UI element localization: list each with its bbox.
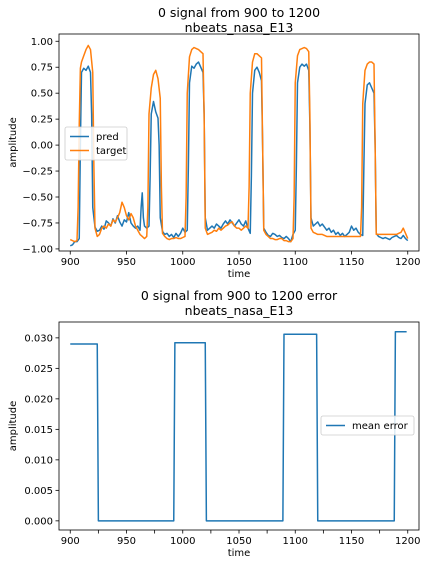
chart-2-y-tick-label: 0.000 (24, 516, 53, 527)
chart-2-x-tick-label: 1050 (226, 536, 251, 547)
chart-1-y-tick-label: 0.50 (31, 89, 53, 100)
chart-2-x-tick-label: 1000 (170, 536, 195, 547)
chart-1-x-tick-label: 1000 (170, 257, 195, 268)
chart-2-y-tick-label: 0.005 (24, 486, 53, 497)
chart-1-series-pred-line (69, 61, 409, 247)
chart-1-x-tick-label: 1150 (339, 257, 364, 268)
chart-1-x-tick-label: 950 (117, 257, 136, 268)
chart-1-y-tick-label: −0.75 (22, 218, 53, 229)
chart-1-x-tick-label: 900 (61, 257, 80, 268)
chart-2-y-tick-label: 0.025 (24, 364, 53, 375)
chart-2-x-axis-label: time (228, 548, 251, 559)
chart-2-x-tick-label: 1150 (339, 536, 364, 547)
chart-1-title: 0 signal from 900 to 1200 (158, 5, 320, 20)
chart-2-series-mean-error-line (70, 331, 407, 522)
chart-1-legend-box (64, 126, 128, 161)
chart-1-y-tick-label: 1.00 (31, 37, 53, 48)
chart-1-legend-label-pred: pred (96, 132, 119, 143)
chart-1-x-tick-label: 1050 (226, 257, 251, 268)
chart-1-series-target-line (69, 44, 409, 243)
chart-2-y-axis-label: amplitude (8, 401, 19, 452)
chart-2-y-tick-label: 0.030 (24, 333, 53, 344)
chart-2-x-tick-label: 900 (61, 536, 80, 547)
chart-1-x-tick-label: 1100 (283, 257, 308, 268)
chart-1-x-tick-label: 1200 (395, 257, 420, 268)
chart-1-y-tick-label: −0.25 (22, 167, 53, 178)
chart-2-x-tick-label: 1200 (395, 536, 420, 547)
chart-2-legend-label-mean-error: mean error (352, 421, 409, 432)
chart-2-y-tick-label: 0.015 (24, 425, 53, 436)
chart-2-y-tick-label: 0.010 (24, 455, 53, 466)
chart-1-y-tick-label: −0.50 (22, 193, 53, 204)
chart-1-y-tick-label: −1.00 (22, 244, 53, 255)
chart-1-legend-label-target: target (96, 146, 126, 157)
chart-1-x-axis-label: time (228, 269, 251, 280)
chart-1-y-tick-label: 0.00 (31, 141, 53, 152)
chart-2-subtitle: nbeats_nasa_E13 (185, 303, 294, 318)
chart-2-y-tick-label: 0.020 (24, 394, 53, 405)
chart-1-y-tick-label: 0.25 (31, 115, 53, 126)
chart-2-x-tick-label: 950 (117, 536, 136, 547)
chart-1-y-tick-label: 0.75 (31, 63, 53, 74)
chart-2-x-tick-label: 1100 (283, 536, 308, 547)
chart-1-subtitle: nbeats_nasa_E13 (185, 20, 294, 35)
chart-2-legend-box (320, 415, 415, 436)
chart-2-title: 0 signal from 900 to 1200 error (141, 288, 338, 303)
chart-1-y-axis-label: amplitude (8, 117, 19, 168)
